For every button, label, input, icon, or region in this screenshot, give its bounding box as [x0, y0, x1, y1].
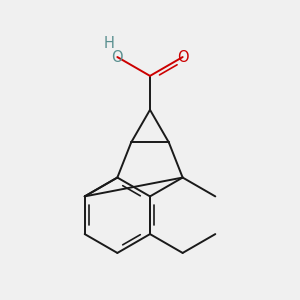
Text: O: O [177, 50, 188, 64]
Text: O: O [112, 50, 123, 64]
Text: H: H [103, 37, 114, 52]
